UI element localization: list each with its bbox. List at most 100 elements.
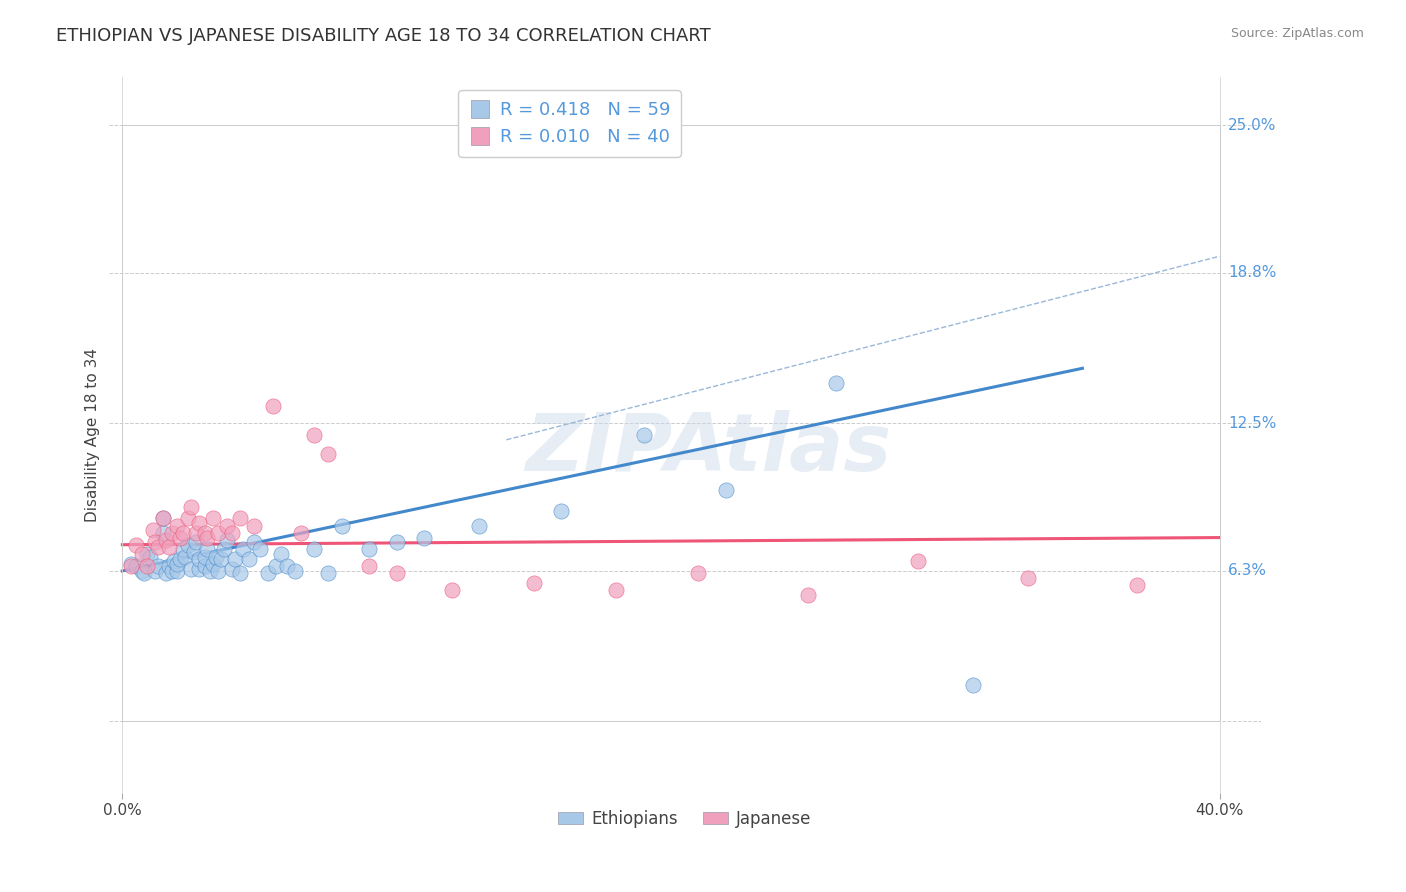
Point [166,557,188,571]
Point [201,511,224,525]
Point [157,559,180,574]
Point [180,561,202,575]
Point [188,552,211,566]
Point [221,561,243,575]
Point [152,525,174,540]
Point [605,582,627,597]
Point [413,531,436,545]
Point [134,566,156,581]
Point [125,538,148,552]
Point [163,554,186,568]
Point [243,518,266,533]
Point [249,542,271,557]
Point [152,511,174,525]
Point [146,559,169,574]
Point [270,547,292,561]
Point [152,511,174,525]
Point [194,525,217,540]
Point [385,566,408,581]
Point [256,566,278,581]
Point [131,564,153,578]
Point [304,428,326,442]
Point [232,542,254,557]
Point [330,518,353,533]
Point [120,559,142,574]
Point [177,538,200,552]
Point [166,564,188,578]
Point [169,531,191,545]
Point [139,549,162,564]
Point [186,525,208,540]
Point [207,564,229,578]
Point [143,535,166,549]
Point [169,552,191,566]
Point [440,582,463,597]
Point [304,542,326,557]
Point [186,535,208,549]
Point [907,554,929,568]
Text: 12.5%: 12.5% [1227,416,1277,431]
Point [262,400,284,414]
Point [201,557,224,571]
Point [238,552,260,566]
Point [284,564,307,578]
Point [207,525,229,540]
Point [155,566,177,581]
Point [157,540,180,554]
Point [276,559,298,574]
Y-axis label: Disability Age 18 to 34: Disability Age 18 to 34 [86,348,100,522]
Point [229,511,252,525]
Point [264,559,287,574]
Point [174,549,197,564]
Point [1017,571,1039,585]
Point [316,566,339,581]
Point [290,525,312,540]
Text: Source: ZipAtlas.com: Source: ZipAtlas.com [1230,27,1364,40]
Point [797,588,820,602]
Point [523,575,546,590]
Point [385,535,408,549]
Point [359,542,381,557]
Point [962,678,984,692]
Point [209,552,232,566]
Point [243,535,266,549]
Point [120,557,142,571]
Point [188,516,211,531]
Point [195,531,218,545]
Point [131,547,153,561]
Point [195,542,218,557]
Point [714,483,737,497]
Point [688,566,710,581]
Text: 6.3%: 6.3% [1227,564,1267,578]
Point [166,518,188,533]
Point [1126,578,1149,592]
Point [160,564,183,578]
Point [172,542,194,557]
Point [359,559,381,574]
Point [316,447,339,461]
Text: ETHIOPIAN VS JAPANESE DISABILITY AGE 18 TO 34 CORRELATION CHART: ETHIOPIAN VS JAPANESE DISABILITY AGE 18 … [56,27,711,45]
Point [141,524,163,538]
Text: ZIPAtlas: ZIPAtlas [524,410,891,488]
Point [550,504,572,518]
Point [146,540,169,554]
Point [183,545,205,559]
Point [198,564,221,578]
Point [143,564,166,578]
Point [633,428,655,442]
Point [172,525,194,540]
Point [136,559,159,574]
Point [215,533,238,547]
Point [221,525,243,540]
Point [824,376,846,390]
Bar [122,125,1219,721]
Point [204,549,226,564]
Point [194,559,217,574]
Text: 25.0%: 25.0% [1227,118,1277,133]
Point [229,566,252,581]
Point [194,549,217,564]
Point [180,500,202,514]
Text: 18.8%: 18.8% [1227,266,1277,280]
Point [224,552,246,566]
Point [160,525,183,540]
